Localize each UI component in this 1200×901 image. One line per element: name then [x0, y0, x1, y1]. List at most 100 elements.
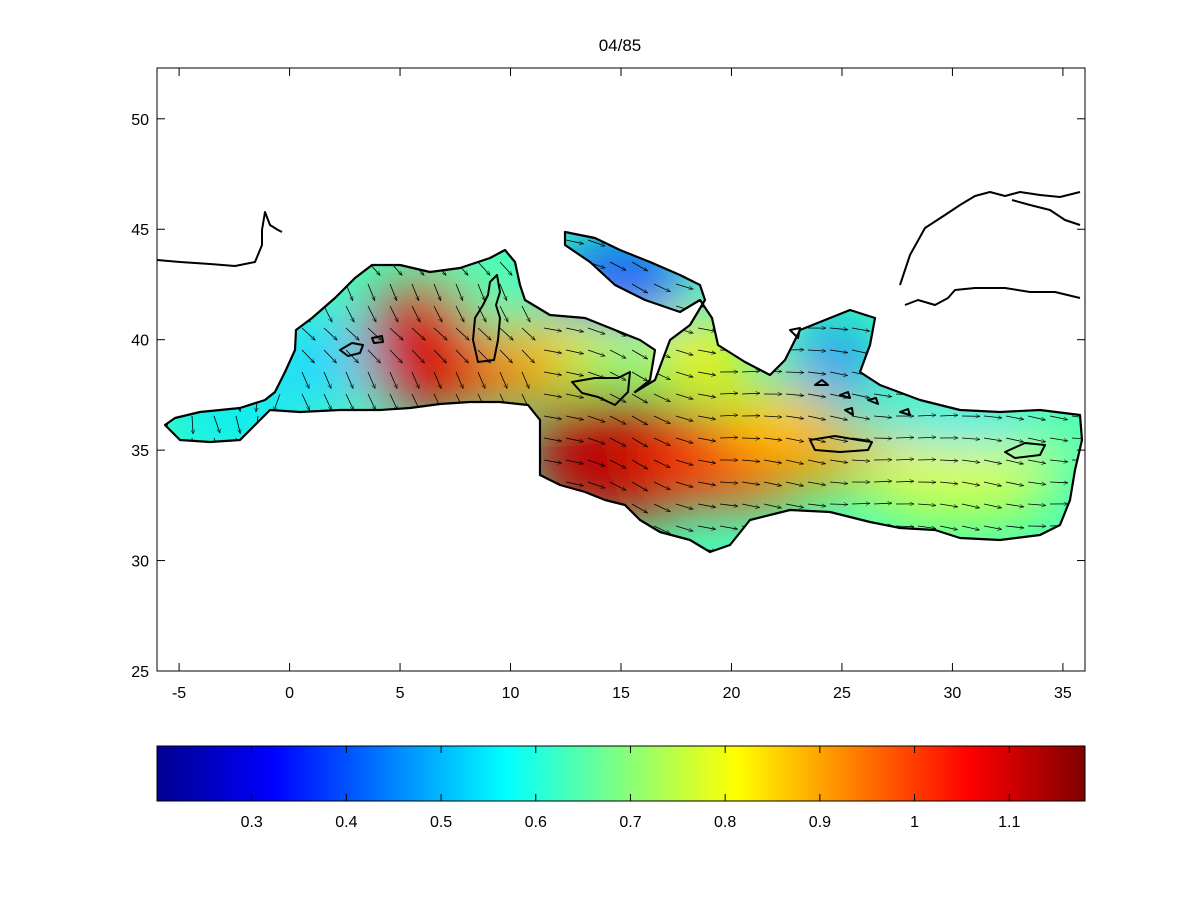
direction-arrow	[675, 437, 693, 443]
direction-arrow	[499, 327, 513, 340]
direction-arrow	[1049, 482, 1068, 483]
direction-arrow	[697, 525, 716, 529]
direction-arrow	[851, 460, 870, 461]
direction-arrow	[631, 481, 648, 492]
direction-arrow	[367, 305, 377, 322]
direction-arrow	[807, 481, 826, 485]
direction-arrow	[807, 504, 826, 506]
direction-arrow	[609, 437, 626, 447]
direction-arrow	[983, 416, 1002, 418]
map-title: 04/85	[599, 36, 642, 55]
direction-arrow	[565, 393, 584, 398]
direction-arrow	[719, 437, 738, 438]
direction-arrow	[983, 481, 1002, 486]
direction-arrow	[455, 283, 463, 301]
direction-arrow	[785, 415, 804, 419]
direction-arrow	[301, 327, 315, 340]
direction-arrow	[631, 283, 648, 294]
direction-arrow	[917, 415, 936, 416]
direction-arrow	[631, 261, 648, 272]
direction-arrow	[411, 305, 421, 322]
direction-arrow	[939, 503, 958, 507]
direction-arrow	[323, 371, 332, 389]
direction-arrow	[521, 327, 535, 340]
direction-arrow	[345, 305, 355, 322]
direction-arrow	[675, 415, 693, 421]
direction-arrow	[697, 327, 716, 331]
direction-arrow	[829, 393, 848, 398]
direction-arrow	[697, 503, 716, 507]
direction-arrow	[675, 371, 693, 377]
direction-arrow	[697, 481, 716, 485]
direction-arrow	[213, 415, 220, 433]
black-sea-coast	[899, 191, 1081, 306]
direction-arrow	[455, 305, 465, 322]
direction-arrow	[565, 349, 584, 354]
direction-arrow	[653, 503, 670, 513]
direction-arrow	[653, 393, 670, 403]
direction-arrow	[1005, 437, 1024, 442]
colorbar-tick-label: 0.3	[241, 814, 263, 831]
colorbar: 0.3 0.4 0.5 0.6 0.7 0.8 0.9 1 1.1	[156, 745, 1086, 831]
direction-arrow	[367, 393, 377, 410]
direction-arrow	[675, 503, 693, 509]
x-tick-label: 0	[285, 685, 294, 702]
direction-arrow	[829, 415, 848, 420]
direction-arrow	[565, 239, 584, 244]
direction-arrow	[697, 349, 716, 353]
direction-arrow	[961, 525, 980, 530]
direction-arrow	[301, 393, 311, 410]
direction-arrow	[697, 459, 716, 463]
direction-arrow	[411, 371, 420, 389]
direction-arrow	[785, 503, 804, 508]
direction-arrow	[1049, 415, 1068, 420]
direction-arrow	[411, 327, 425, 340]
x-tick-label: 5	[396, 685, 405, 702]
direction-arrow	[873, 438, 892, 439]
direction-arrow	[807, 415, 826, 420]
direction-arrow	[609, 415, 626, 425]
direction-arrow	[983, 525, 1002, 529]
direction-arrow	[785, 481, 804, 486]
y-tick-label: 35	[131, 443, 149, 460]
direction-arrow	[521, 305, 531, 322]
direction-arrow	[367, 371, 376, 389]
corsica-sardinia	[472, 274, 501, 363]
direction-arrow	[939, 415, 958, 416]
direction-arrow	[631, 459, 648, 470]
direction-arrow	[477, 305, 487, 322]
y-axis: 25 30 35 40 45 50	[131, 112, 1085, 681]
direction-arrow	[675, 481, 693, 487]
direction-arrow	[675, 525, 693, 531]
direction-arrow	[1005, 503, 1024, 507]
direction-arrow	[873, 416, 892, 418]
x-tick-label: 20	[723, 685, 741, 702]
direction-arrow	[895, 481, 914, 482]
direction-arrow	[1005, 526, 1024, 528]
direction-arrow	[543, 371, 562, 375]
direction-arrow	[807, 372, 826, 374]
atlantic-coast	[156, 211, 283, 267]
direction-arrow	[675, 349, 693, 355]
direction-arrow	[1027, 437, 1046, 442]
direction-arrow	[895, 459, 914, 460]
direction-arrow	[389, 393, 399, 410]
direction-arrow	[587, 327, 605, 334]
direction-arrow	[939, 460, 958, 461]
direction-arrow	[521, 371, 530, 389]
direction-arrow	[675, 283, 693, 289]
direction-arrow	[807, 459, 826, 464]
direction-arrow	[543, 327, 562, 331]
direction-arrow	[807, 393, 826, 397]
direction-arrow	[565, 415, 584, 420]
direction-arrow	[367, 327, 381, 340]
direction-arrow	[543, 437, 562, 441]
direction-arrow	[389, 305, 399, 322]
direction-arrow	[917, 525, 936, 529]
direction-arrow	[1071, 437, 1082, 440]
direction-arrow	[235, 415, 240, 434]
colorbar-tick-label: 1.1	[998, 814, 1020, 831]
direction-arrow	[609, 459, 626, 469]
direction-arrow	[829, 328, 848, 330]
direction-arrow	[829, 437, 848, 442]
